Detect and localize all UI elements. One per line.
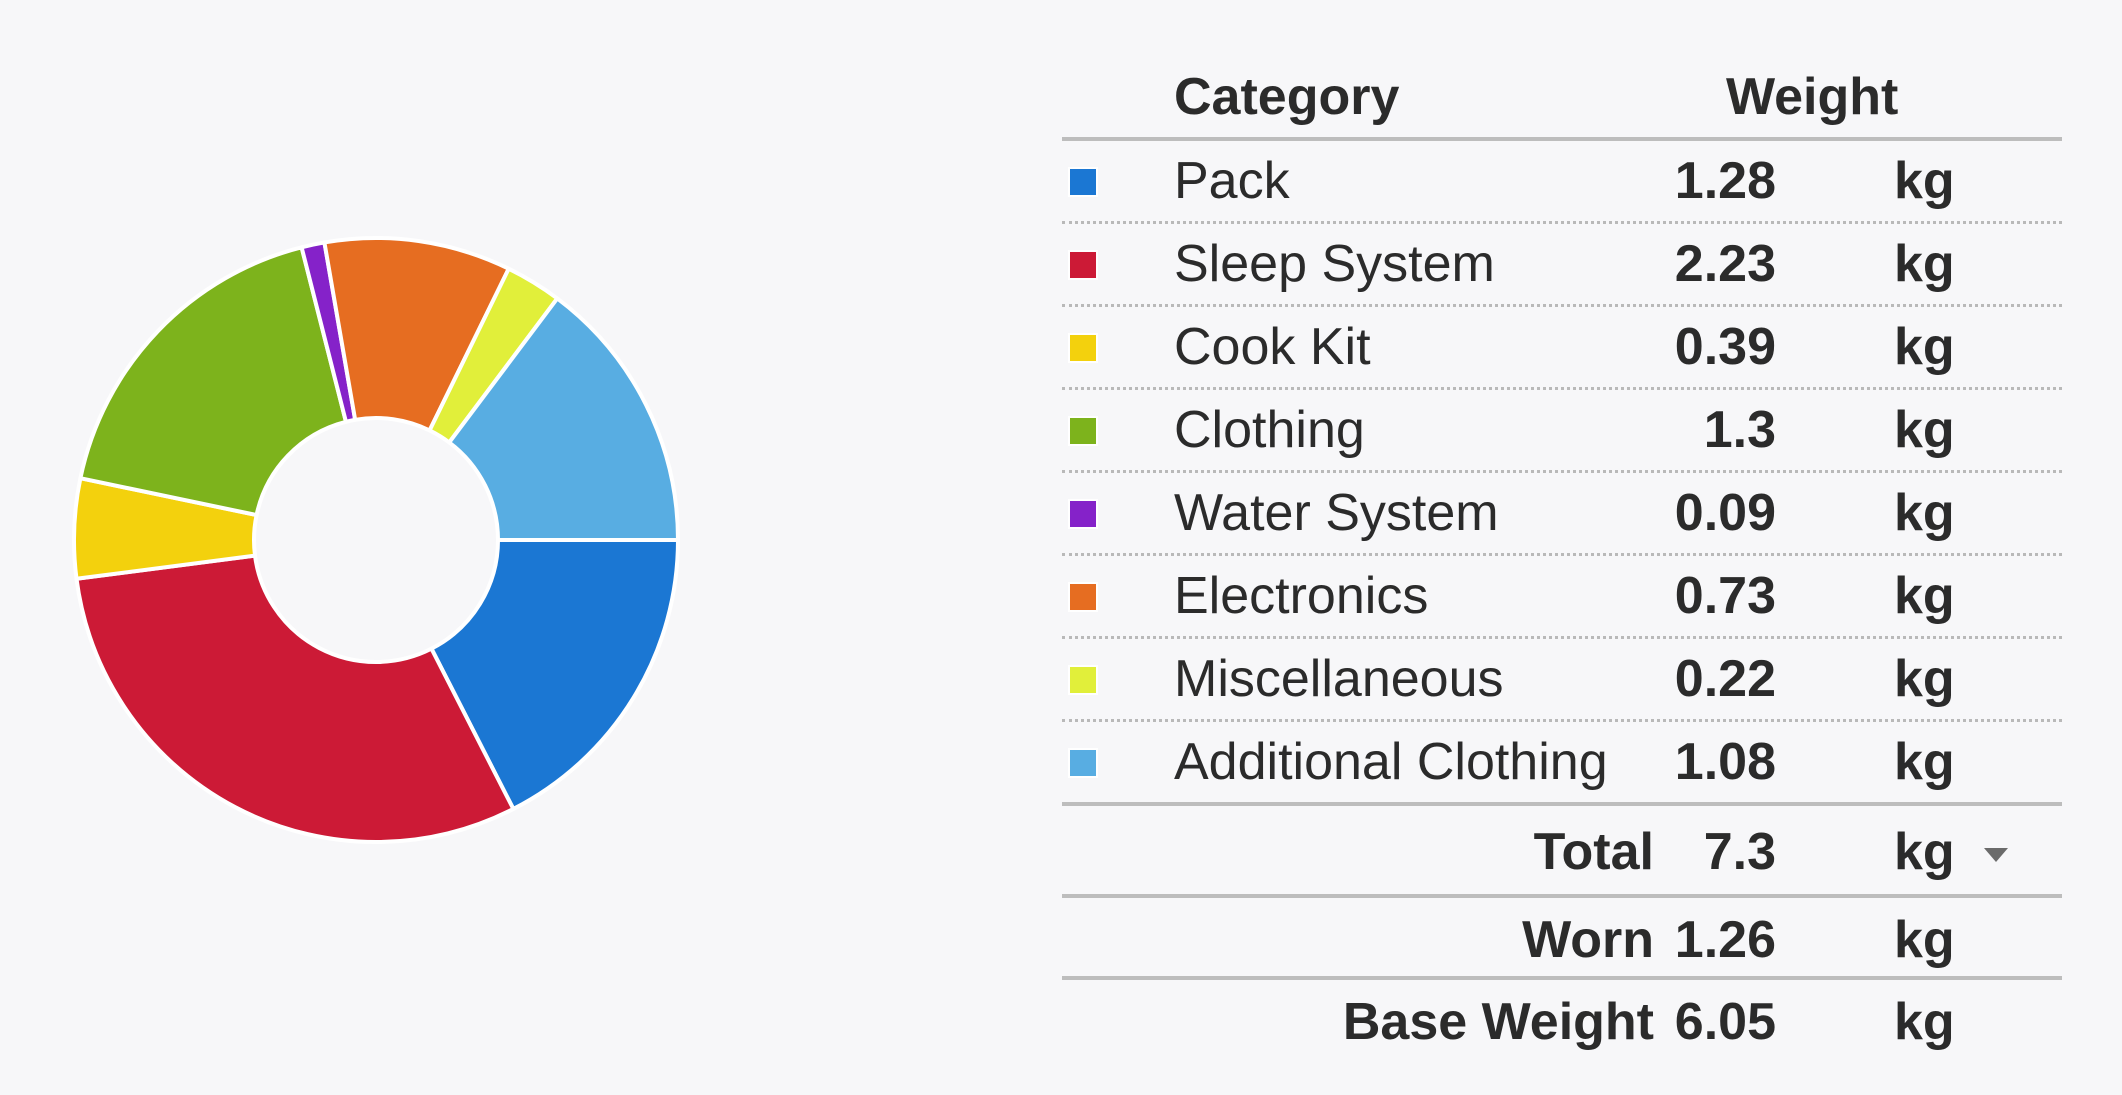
category-name: Pack — [1174, 152, 1290, 210]
donut-slice-pack[interactable] — [429, 538, 680, 811]
color-swatch — [1068, 333, 1098, 363]
table-header: Category Weight — [1062, 60, 2062, 141]
category-name: Electronics — [1174, 567, 1429, 625]
weight-unit: kg — [1894, 823, 1955, 881]
donut-slice-electronics[interactable] — [322, 236, 511, 433]
color-swatch — [1068, 416, 1098, 446]
category-row-miscellaneous: Miscellaneous 0.22 kg — [1062, 639, 2062, 722]
category-row-sleep-system: Sleep System 2.23 kg — [1062, 224, 2062, 307]
base-weight-label: Base Weight — [1342, 993, 1654, 1051]
category-weight: 1.3 — [1703, 401, 1776, 459]
total-row: Total 7.3 kg — [1062, 806, 2062, 898]
color-swatch — [1068, 499, 1098, 529]
base-weight-value: 6.05 — [1674, 993, 1776, 1051]
caret-down-icon[interactable] — [1984, 848, 2008, 862]
color-swatch — [1068, 167, 1098, 197]
category-weight: 0.22 — [1674, 650, 1776, 708]
category-name: Sleep System — [1174, 235, 1495, 293]
weight-summary-table: Category Weight Pack 1.28 kg Sleep Syste… — [1062, 60, 2062, 1058]
worn-label: Worn — [1522, 911, 1654, 969]
category-name: Additional Clothing — [1174, 733, 1608, 791]
category-donut-chart — [72, 236, 680, 844]
color-swatch — [1068, 665, 1098, 695]
category-row-additional-clothing: Additional Clothing 1.08 kg — [1062, 722, 2062, 806]
worn-weight: 1.26 — [1674, 911, 1776, 969]
category-weight: 2.23 — [1674, 235, 1776, 293]
weight-unit: kg — [1894, 152, 1955, 210]
category-rows: Pack 1.28 kg Sleep System 2.23 kg Cook K… — [1062, 141, 2062, 806]
category-weight: 0.39 — [1674, 318, 1776, 376]
color-swatch — [1068, 748, 1098, 778]
weight-unit: kg — [1894, 911, 1955, 969]
category-weight: 0.73 — [1674, 567, 1776, 625]
weight-unit: kg — [1894, 484, 1955, 542]
category-name: Miscellaneous — [1174, 650, 1504, 708]
weight-unit: kg — [1894, 650, 1955, 708]
category-weight: 0.09 — [1674, 484, 1776, 542]
color-swatch — [1068, 250, 1098, 280]
total-weight: 7.3 — [1703, 823, 1776, 881]
weight-unit: kg — [1894, 318, 1955, 376]
category-name: Clothing — [1174, 401, 1365, 459]
color-swatch — [1068, 582, 1098, 612]
total-label: Total — [1533, 823, 1654, 881]
donut-slice-clothing[interactable] — [78, 245, 348, 518]
category-weight: 1.08 — [1674, 733, 1776, 791]
category-row-cook-kit: Cook Kit 0.39 kg — [1062, 307, 2062, 390]
weight-unit: kg — [1894, 401, 1955, 459]
category-name: Water System — [1174, 484, 1499, 542]
category-row-electronics: Electronics 0.73 kg — [1062, 556, 2062, 639]
category-row-water-system: Water System 0.09 kg — [1062, 473, 2062, 556]
weight-unit: kg — [1894, 733, 1955, 791]
weight-column-header: Weight — [1726, 68, 1899, 126]
donut-slice-additional-clothing[interactable] — [447, 296, 680, 542]
weight-unit: kg — [1894, 993, 1955, 1051]
category-row-pack: Pack 1.28 kg — [1062, 141, 2062, 224]
base-weight-row: Base Weight 6.05 kg — [1062, 980, 2062, 1058]
worn-row: Worn 1.26 kg — [1062, 898, 2062, 980]
weight-unit: kg — [1894, 567, 1955, 625]
weight-unit: kg — [1894, 235, 1955, 293]
category-weight: 1.28 — [1674, 152, 1776, 210]
category-row-clothing: Clothing 1.3 kg — [1062, 390, 2062, 473]
donut-slice-sleep-system[interactable] — [74, 553, 516, 844]
category-column-header: Category — [1174, 68, 1400, 126]
category-name: Cook Kit — [1174, 318, 1371, 376]
